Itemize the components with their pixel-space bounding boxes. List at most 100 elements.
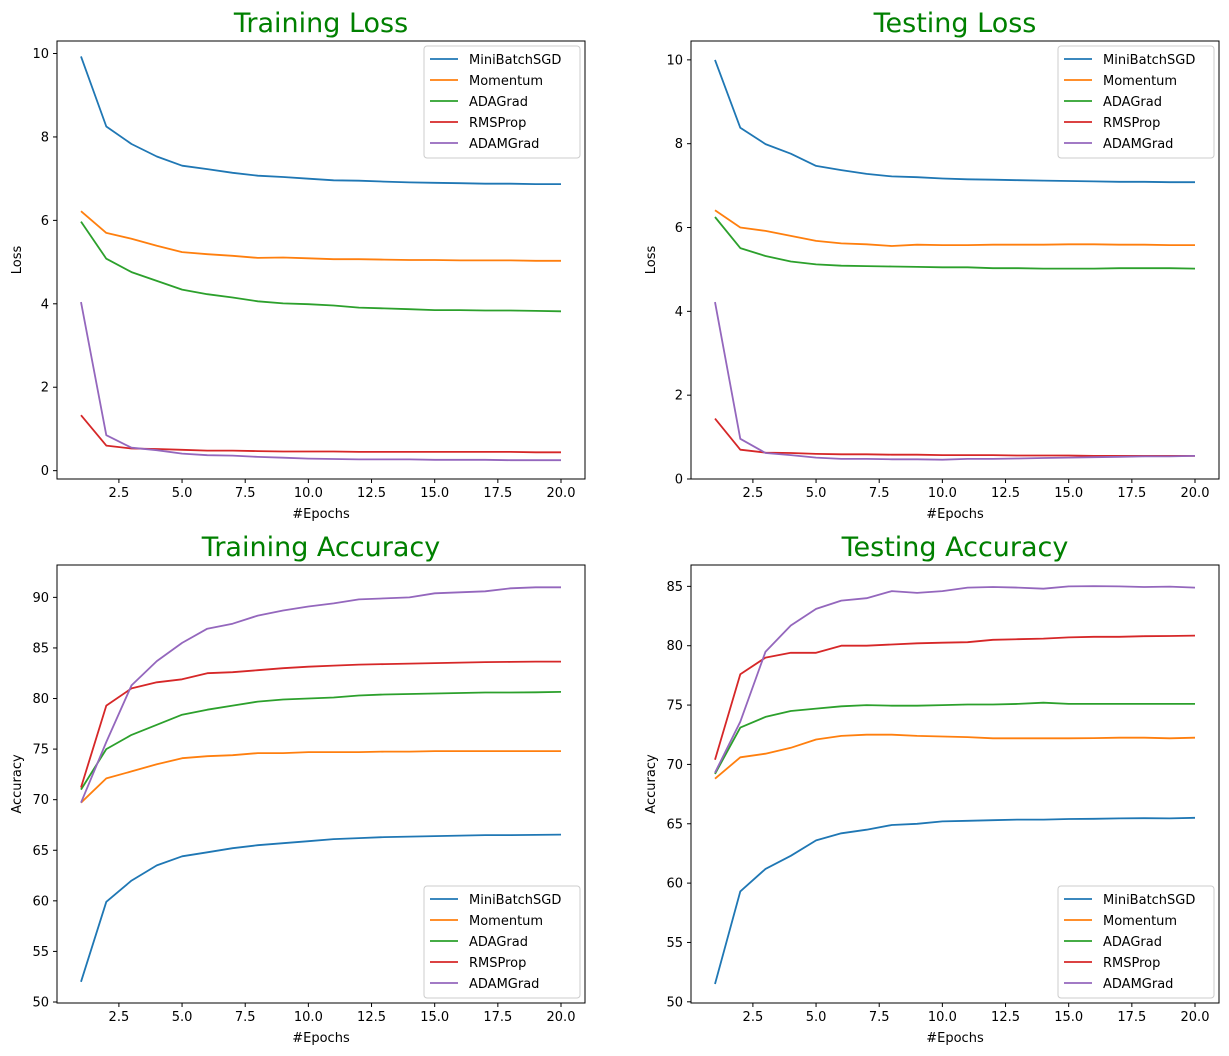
chart-3: Testing Accuracy 2.5 5.0 7.5 10.0 12.5 15.0 17.…	[644, 532, 1220, 1046]
y-axis-label: Accuracy	[10, 754, 25, 814]
chart-1: Testing Loss 2.5 5.0 7.5 10.0 12.5 15.0 17.5 20.…	[644, 8, 1220, 522]
series-line	[80, 210, 561, 262]
series-line	[714, 585, 1196, 774]
series-line	[714, 216, 1196, 270]
x-axis-label: #Epochs	[926, 507, 984, 522]
legend-label: ADAMGrad	[1103, 977, 1173, 992]
x-tick-label: 17.5	[483, 486, 512, 501]
x-tick-label: 2.5	[743, 1010, 764, 1025]
x-tick-label: 2.5	[109, 486, 130, 501]
legend-label: RMSProp	[1103, 116, 1160, 131]
series-line	[80, 750, 561, 804]
legend-label: MiniBatchSGD	[469, 53, 561, 68]
legend-label: Momentum	[469, 74, 543, 89]
x-tick-label: 15.0	[420, 1010, 449, 1025]
x-tick-label: 10.0	[294, 1010, 323, 1025]
chart-2: Training Accuracy 2.5 5.0 7.5 10.0 12.5 15.0 17…	[10, 532, 586, 1046]
series-line	[714, 634, 1196, 760]
legend-box	[1057, 45, 1215, 159]
x-tick-label: 5.0	[806, 486, 827, 501]
series-line	[80, 301, 561, 462]
y-tick-label: 75	[666, 699, 683, 714]
y-tick-label: 65	[32, 844, 49, 859]
y-tick-label: 70	[666, 758, 683, 773]
series-line	[80, 414, 561, 454]
axes-frame	[56, 40, 586, 480]
x-tick-label: 5.0	[806, 1010, 827, 1025]
y-tick-label: 0	[675, 473, 683, 488]
x-axis-label: #Epochs	[926, 1031, 984, 1046]
chart-title: Training Accuracy	[201, 532, 440, 563]
y-tick-label: 85	[32, 641, 49, 656]
legend-label: Momentum	[1103, 914, 1177, 929]
series-line	[714, 733, 1196, 780]
legend-label: MiniBatchSGD	[1103, 53, 1195, 68]
legend-label: MiniBatchSGD	[469, 893, 561, 908]
y-axis-label: Loss	[10, 246, 25, 275]
y-tick-label: 65	[666, 817, 683, 832]
series-line	[80, 56, 561, 186]
y-tick-label: 80	[32, 692, 49, 707]
series-line	[714, 816, 1196, 985]
axes-frame	[56, 564, 586, 1004]
series-line	[714, 301, 1196, 461]
chart-title: Testing Loss	[873, 8, 1037, 39]
legend-box	[423, 45, 581, 159]
y-tick-label: 10	[666, 53, 683, 68]
legend: MiniBatchSGD Momentum ADAGrad RMSProp ADAMGr…	[1057, 45, 1215, 159]
x-tick-label: 17.5	[1117, 486, 1146, 501]
x-tick-label: 20.0	[1181, 1010, 1210, 1025]
y-axis-label: Loss	[644, 246, 659, 275]
y-tick-label: 8	[675, 137, 683, 152]
legend-label: ADAGrad	[1103, 95, 1162, 110]
x-tick-label: 15.0	[1054, 486, 1083, 501]
series-line	[714, 209, 1195, 247]
x-tick-label: 15.0	[420, 486, 449, 501]
x-tick-label: 10.0	[294, 486, 323, 501]
legend-label: ADAMGrad	[1103, 137, 1173, 152]
series-line	[80, 660, 561, 788]
y-tick-label: 80	[666, 639, 683, 654]
y-tick-label: 60	[666, 877, 683, 892]
legend-box	[1057, 885, 1215, 999]
x-tick-label: 10.0	[928, 486, 957, 501]
legend-label: ADAMGrad	[469, 137, 539, 152]
series-line	[80, 691, 562, 791]
y-tick-label: 6	[675, 221, 683, 236]
x-tick-label: 20.0	[547, 486, 576, 501]
legend: MiniBatchSGD Momentum ADAGrad RMSProp ADAMGr…	[1057, 885, 1215, 999]
legend-label: RMSProp	[469, 956, 526, 971]
axes-frame	[690, 40, 1220, 480]
legend-label: Momentum	[469, 914, 543, 929]
y-tick-label: 70	[32, 793, 49, 808]
y-tick-label: 4	[41, 297, 49, 312]
x-tick-label: 7.5	[235, 1010, 256, 1025]
x-tick-label: 5.0	[172, 486, 193, 501]
x-tick-label: 20.0	[547, 1010, 576, 1025]
x-tick-label: 12.5	[357, 1010, 386, 1025]
series-line	[714, 418, 1195, 457]
x-tick-label: 12.5	[991, 486, 1020, 501]
series-line	[714, 701, 1195, 775]
legend: MiniBatchSGD Momentum ADAGrad RMSProp ADAMGr…	[423, 45, 581, 159]
x-tick-label: 20.0	[1181, 486, 1210, 501]
x-axis-label: #Epochs	[292, 1031, 350, 1046]
y-tick-label: 6	[41, 214, 49, 229]
legend-label: ADAMGrad	[469, 977, 539, 992]
x-tick-label: 15.0	[1054, 1010, 1083, 1025]
axes-frame	[690, 564, 1220, 1004]
legend: MiniBatchSGD Momentum ADAGrad RMSProp ADAMGr…	[423, 885, 581, 999]
legend-label: ADAGrad	[469, 95, 528, 110]
y-tick-label: 50	[32, 995, 49, 1010]
legend-label: RMSProp	[469, 116, 526, 131]
legend-label: RMSProp	[1103, 956, 1160, 971]
x-tick-label: 7.5	[869, 1010, 890, 1025]
y-tick-label: 60	[32, 894, 49, 909]
y-tick-label: 2	[675, 389, 683, 404]
y-tick-label: 8	[41, 130, 49, 145]
y-tick-label: 50	[666, 995, 683, 1010]
series-line	[80, 221, 562, 313]
legend-label: MiniBatchSGD	[1103, 893, 1195, 908]
